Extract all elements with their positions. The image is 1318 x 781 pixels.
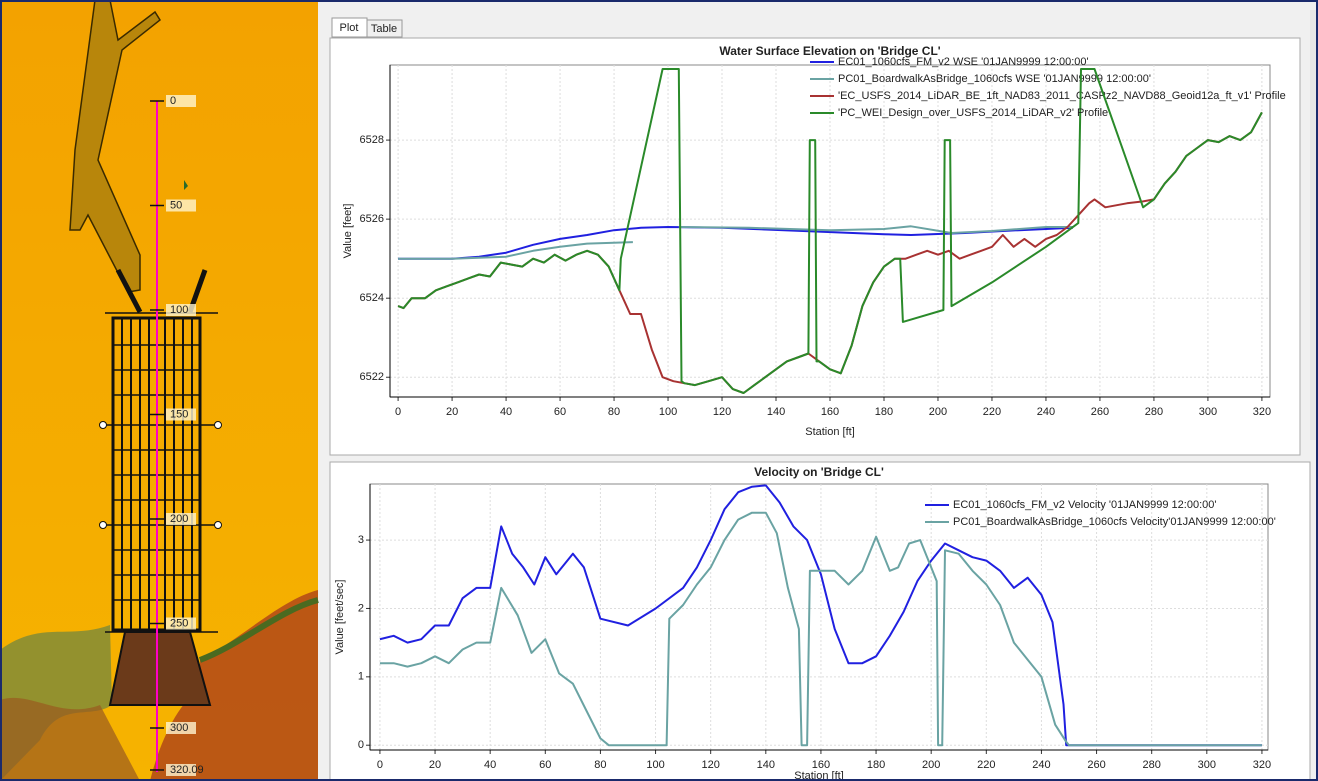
legend-label: PC01_BoardwalkAsBridge_1060cfs WSE '01JA… — [838, 73, 1151, 85]
x-tick-label: 200 — [922, 759, 940, 771]
x-tick-label: 220 — [983, 406, 1001, 418]
y-tick-label: 1 — [358, 671, 364, 683]
x-tick-label: 220 — [977, 759, 995, 771]
x-tick-label: 0 — [395, 406, 401, 418]
screen: 050100150200250300320.09 Plot Table Wate… — [0, 0, 1318, 781]
node — [100, 422, 107, 429]
x-tick-label: 180 — [875, 406, 893, 418]
x-tick-label: 160 — [812, 759, 830, 771]
station-label: 200 — [170, 513, 188, 525]
legend-label: 'PC_WEI_Design_over_USFS_2014_LiDAR_v2' … — [838, 107, 1108, 119]
x-tick-label: 300 — [1198, 759, 1216, 771]
x-tick-label: 280 — [1143, 759, 1161, 771]
y-tick-label: 0 — [358, 739, 364, 751]
x-tick-label: 140 — [757, 759, 775, 771]
y-tick-label: 2 — [358, 602, 364, 614]
x-tick-label: 240 — [1032, 759, 1050, 771]
x-tick-label: 60 — [554, 406, 566, 418]
chart-title: Velocity on 'Bridge CL' — [754, 465, 884, 479]
station-label: 50 — [170, 199, 182, 211]
x-tick-label: 260 — [1087, 759, 1105, 771]
legend-label: EC01_1060cfs_FM_v2 WSE '01JAN9999 12:00:… — [838, 56, 1089, 68]
x-tick-label: 120 — [713, 406, 731, 418]
x-tick-label: 140 — [767, 406, 785, 418]
y-axis-label: Value [feet/sec] — [334, 579, 346, 654]
y-tick-label: 6526 — [360, 213, 384, 225]
x-tick-label: 40 — [500, 406, 512, 418]
x-tick-label: 320 — [1253, 759, 1271, 771]
x-tick-label: 60 — [539, 759, 551, 771]
node — [100, 522, 107, 529]
x-tick-label: 180 — [867, 759, 885, 771]
x-tick-label: 200 — [929, 406, 947, 418]
station-label: 320.09 — [170, 764, 204, 776]
station-label: 150 — [170, 408, 188, 420]
node — [215, 422, 222, 429]
x-tick-label: 260 — [1091, 406, 1109, 418]
x-tick-label: 160 — [821, 406, 839, 418]
station-label: 0 — [170, 95, 176, 107]
legend-label: 'EC_USFS_2014_LiDAR_BE_1ft_NAD83_2011_CA… — [838, 90, 1286, 102]
x-tick-label: 280 — [1145, 406, 1163, 418]
x-tick-label: 20 — [446, 406, 458, 418]
map-panel: 0 50 100 150 200 250 300 320.09 — [0, 0, 318, 781]
x-tick-label: 300 — [1199, 406, 1217, 418]
x-tick-label: 80 — [594, 759, 606, 771]
x-tick-label: 240 — [1037, 406, 1055, 418]
legend-label: PC01_BoardwalkAsBridge_1060cfs Velocity'… — [953, 516, 1276, 528]
x-tick-label: 80 — [608, 406, 620, 418]
station-label: 100 — [170, 304, 188, 316]
x-tick-label: 40 — [484, 759, 496, 771]
y-tick-label: 3 — [358, 534, 364, 546]
x-axis-label: Station [ft] — [805, 426, 855, 438]
x-tick-label: 20 — [429, 759, 441, 771]
station-label: 250 — [170, 617, 188, 629]
tab-label[interactable]: Table — [371, 23, 397, 35]
x-tick-label: 100 — [646, 759, 664, 771]
y-tick-label: 6524 — [360, 292, 384, 304]
y-tick-label: 6528 — [360, 134, 384, 146]
legend-label: EC01_1060cfs_FM_v2 Velocity '01JAN9999 1… — [953, 499, 1216, 511]
x-tick-label: 100 — [659, 406, 677, 418]
node — [215, 522, 222, 529]
y-axis-label: Value [feet] — [342, 204, 354, 259]
x-tick-label: 320 — [1253, 406, 1271, 418]
y-tick-label: 6522 — [360, 371, 384, 383]
x-tick-label: 0 — [377, 759, 383, 771]
tab-label[interactable]: Plot — [340, 22, 359, 34]
x-tick-label: 120 — [701, 759, 719, 771]
station-label: 300 — [170, 722, 188, 734]
